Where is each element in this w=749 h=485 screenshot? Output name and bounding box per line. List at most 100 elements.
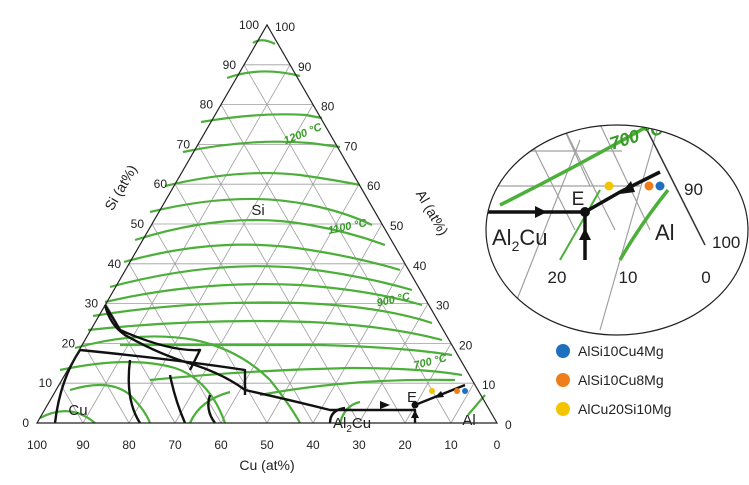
inset-isotherm-700	[499, 125, 663, 207]
inset-eutectic-label: E	[572, 189, 585, 210]
al-tick-label: 30	[436, 299, 450, 313]
inset-arrow-up	[579, 228, 591, 240]
si-tick-label: 40	[108, 257, 122, 271]
inset-ellipse-border	[485, 124, 749, 336]
legend-swatch-3	[556, 402, 570, 416]
isotherm-curve	[164, 171, 361, 188]
si-tick-label: 0	[22, 416, 29, 430]
phase-label-al: Al	[462, 412, 475, 429]
legend: AlSi10Cu4Mg AlSi10Cu8Mg AlCu20Si10Mg	[556, 343, 671, 417]
phase-boundary-line	[127, 359, 142, 424]
inset-point-alcu20si10mg	[604, 181, 614, 191]
cu-axis-title: Cu (at%)	[239, 457, 294, 473]
al-tick-label: 60	[367, 179, 381, 193]
phase-boundary-line	[103, 304, 202, 371]
eutectic-point	[411, 401, 419, 409]
inset-arrow-diag	[620, 181, 635, 194]
inset-isotherm-label: 700 °C	[607, 117, 667, 153]
grid-line	[59, 382, 84, 424]
phase-label-al2cu: Al2Cu	[333, 415, 371, 435]
isotherm-curve	[123, 243, 401, 272]
boundary-arrow	[380, 401, 390, 409]
isotherm-curve	[252, 39, 276, 45]
phase-boundary-line	[79, 348, 247, 395]
boundary-arrow	[434, 391, 444, 398]
isotherm-curve	[200, 113, 323, 124]
phase-label-cu: Cu	[68, 402, 87, 419]
phase-boundaries	[53, 304, 466, 424]
cu-tick-label: 80	[122, 438, 136, 452]
cu-tick-label: 10	[444, 438, 458, 452]
isotherm-curve	[119, 343, 453, 357]
inset-eutectic-point	[580, 207, 590, 217]
phase-label-si: Si	[251, 202, 264, 219]
boundary-arrow	[411, 410, 419, 418]
si-tick-label: 30	[85, 297, 99, 311]
isotherm-label-700: 700 °C	[412, 352, 449, 372]
grid-line	[82, 343, 130, 424]
isotherm-curve	[92, 301, 433, 325]
al-tick-label: 100	[275, 20, 295, 34]
inset-isotherm-lower	[559, 189, 601, 261]
inset-tick-100: 100	[712, 233, 740, 252]
isotherm-curve	[149, 366, 463, 382]
isotherm-curve	[39, 410, 96, 424]
legend-label-2: AlSi10Cu8Mg	[578, 372, 664, 388]
cu-tick-label: 60	[214, 438, 228, 452]
legend-swatch-2	[556, 373, 570, 387]
inset-tick-90: 90	[684, 180, 703, 199]
point-alcu20si10mg	[429, 388, 435, 394]
si-tick-label: 10	[39, 376, 53, 390]
cu-tick-label: 100	[27, 438, 47, 452]
phase-boundary-line	[168, 374, 187, 424]
isotherm-curve	[87, 319, 443, 342]
phase-boundary-line	[328, 406, 346, 424]
inset-point-alsi10cu4mg	[655, 181, 665, 191]
grid-line	[450, 382, 475, 424]
legend-label-3: AlCu20Si10Mg	[578, 401, 671, 417]
isotherm-curve	[149, 197, 373, 226]
inset-phase-al2cu: Al2Cu	[492, 225, 547, 254]
inset-tick-20: 20	[548, 268, 567, 287]
si-axis-title: Si (at%)	[101, 162, 140, 213]
al-tick-label: 0	[505, 418, 512, 432]
grid-line	[243, 64, 452, 424]
inset-tick-0: 0	[701, 268, 710, 287]
grid-line	[358, 303, 429, 424]
inset-point-alsi10cu8mg	[644, 181, 654, 191]
isotherm-curve	[182, 140, 341, 154]
cu-tick-label: 40	[306, 438, 320, 452]
inset-phase-al: Al	[655, 220, 675, 245]
point-alsi10cu4mg	[462, 388, 468, 394]
al-tick-label: 40	[413, 259, 427, 273]
cu-tick-label: 20	[398, 438, 412, 452]
al-tick-label: 90	[298, 60, 312, 74]
inset-tick-10: 10	[619, 268, 638, 287]
inset-arrow-left	[535, 206, 547, 218]
isotherm-curve	[226, 70, 301, 80]
grid-line	[128, 263, 222, 424]
al-tick-label: 50	[390, 219, 404, 233]
al-axis-title: Al (at%)	[413, 187, 452, 238]
si-tick-label: 80	[200, 98, 214, 112]
isotherm-curve	[134, 218, 386, 247]
eutectic-label: E	[407, 389, 417, 406]
al-tick-label: 70	[344, 139, 358, 153]
inset-grid	[486, 125, 661, 331]
al-tick-label: 80	[321, 100, 335, 114]
legend-label-1: AlSi10Cu4Mg	[578, 343, 664, 359]
phase-boundary-line	[207, 394, 216, 424]
isotherm-curve	[188, 390, 231, 424]
si-tick-label: 70	[177, 137, 191, 151]
si-tick-label: 90	[223, 58, 237, 72]
point-alsi10cu8mg	[454, 388, 460, 394]
si-tick-label: 60	[154, 177, 168, 191]
al-tick-label: 20	[459, 338, 473, 352]
isotherm-curve	[109, 265, 413, 292]
si-tick-label: 20	[62, 336, 76, 350]
cu-tick-label: 30	[352, 438, 366, 452]
grid-line	[312, 263, 406, 424]
cu-tick-label: 50	[260, 438, 274, 452]
